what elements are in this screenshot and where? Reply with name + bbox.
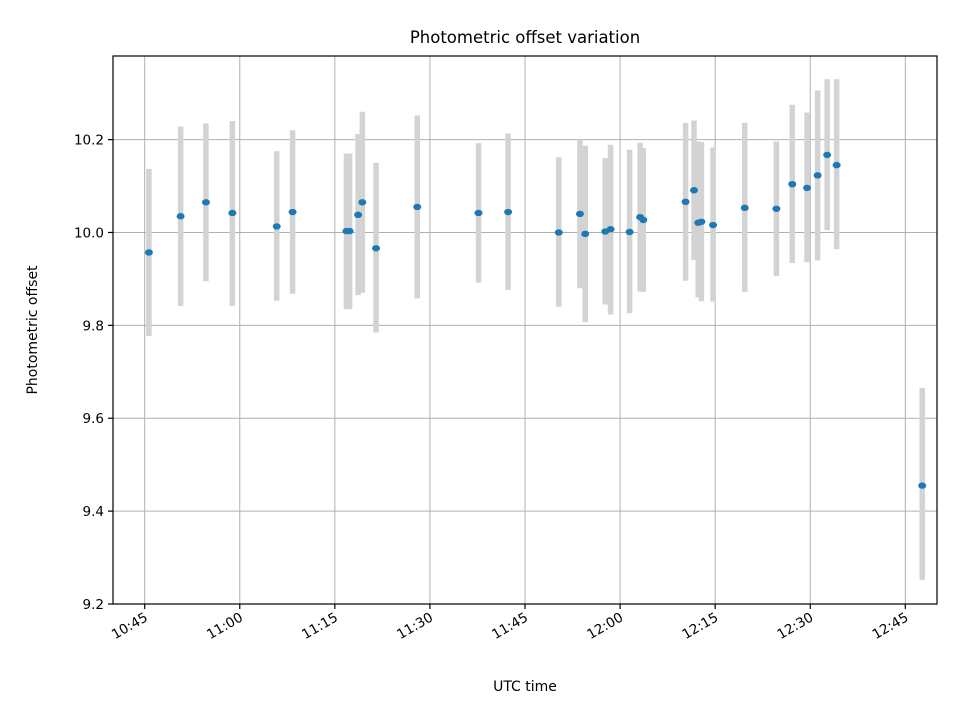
y-tick-label: 10.2 — [74, 133, 104, 149]
data-point — [354, 211, 363, 219]
y-tick-label: 9.4 — [83, 504, 104, 520]
x-tick-label: 12:30 — [775, 610, 817, 643]
x-tick-label: 11:15 — [299, 610, 341, 643]
chart-title: Photometric offset variation — [410, 28, 640, 47]
data-point — [554, 229, 563, 236]
data-point — [272, 223, 281, 230]
data-point — [345, 227, 354, 235]
x-tick-label: 11:45 — [489, 610, 531, 643]
data-points — [144, 151, 927, 489]
data-point — [504, 208, 513, 216]
data-point — [823, 151, 832, 159]
data-point — [575, 210, 584, 218]
data-point — [625, 228, 634, 236]
y-tick-label: 10.0 — [74, 225, 104, 241]
x-tick-label: 12:15 — [679, 610, 721, 643]
y-axis-ticks: 9.2 9.4 9.6 9.8 10.0 10.2 — [74, 133, 113, 613]
data-point — [474, 209, 483, 217]
data-point — [581, 230, 590, 238]
data-point — [697, 218, 706, 225]
data-point — [788, 180, 797, 188]
y-tick-label: 9.2 — [83, 597, 104, 613]
data-point — [740, 204, 749, 212]
data-point — [358, 199, 367, 206]
data-point — [606, 226, 615, 233]
x-tick-label: 11:30 — [394, 610, 436, 643]
x-axis-label: UTC time — [493, 679, 557, 695]
data-point — [288, 208, 297, 216]
y-tick-label: 9.8 — [83, 318, 104, 334]
error-bars — [146, 79, 925, 580]
data-point — [918, 482, 927, 489]
grid — [113, 56, 937, 605]
data-point — [201, 199, 210, 206]
data-point — [228, 209, 237, 217]
y-tick-label: 9.6 — [83, 411, 104, 427]
data-point — [690, 187, 699, 194]
data-point — [144, 249, 153, 256]
data-point — [832, 161, 841, 169]
data-point — [413, 203, 422, 211]
data-point — [803, 184, 812, 192]
data-point — [772, 205, 781, 212]
y-axis-label: Photometric offset — [25, 265, 41, 395]
x-tick-label: 12:00 — [584, 610, 626, 643]
x-tick-label: 12:45 — [870, 610, 912, 643]
data-point — [813, 172, 822, 179]
x-tick-label: 11:00 — [204, 610, 246, 643]
data-point — [639, 216, 648, 224]
x-tick-label: 10:45 — [109, 610, 151, 643]
data-point — [681, 198, 690, 206]
data-point — [709, 221, 718, 229]
x-axis-ticks: 10:45 11:00 11:15 11:30 11:45 12:00 12:15 12:30… — [109, 604, 911, 643]
data-point — [176, 213, 185, 220]
data-point — [372, 245, 381, 252]
